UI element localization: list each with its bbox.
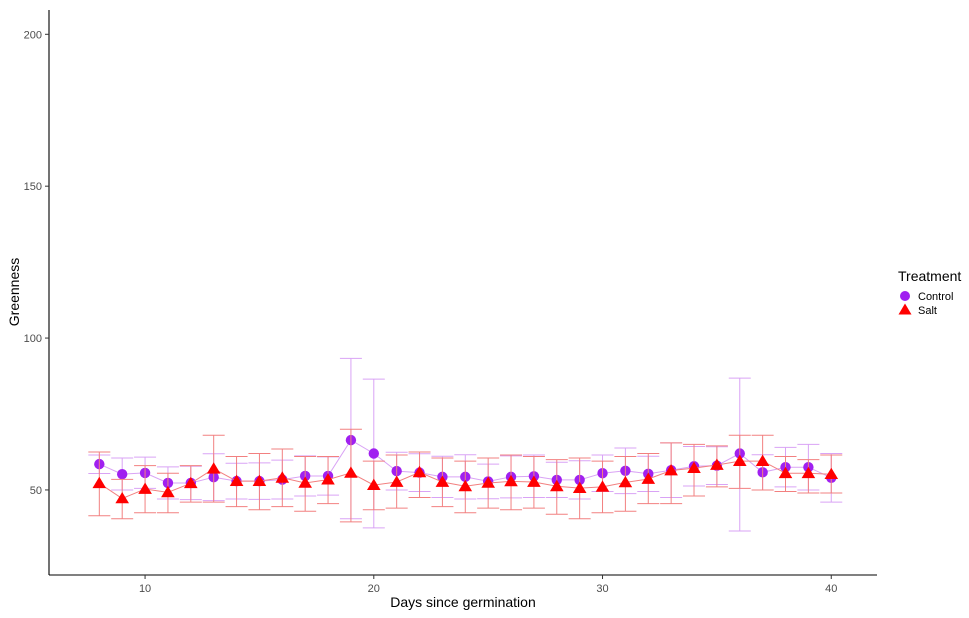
legend-label-salt: Salt [918, 305, 937, 317]
data-point-salt [344, 466, 358, 478]
legend-title: Treatment [898, 268, 961, 284]
data-point-salt [161, 485, 175, 498]
y-tick-label: 150 [24, 181, 42, 193]
legend: Treatment Control Salt [898, 268, 961, 317]
data-point-salt [778, 466, 793, 479]
data-point-control [368, 448, 379, 459]
y-axis-ticks: 50 100 150 200 [24, 29, 49, 497]
data-point-salt [138, 482, 152, 494]
data-point-salt [755, 454, 770, 466]
data-point-salt [412, 465, 427, 478]
series-salt [88, 428, 843, 523]
data-point-salt [481, 476, 495, 488]
data-point-salt [275, 471, 290, 483]
data-point-salt [367, 478, 381, 490]
data-point-salt [687, 461, 701, 473]
y-axis-title: Greenness [6, 258, 22, 326]
plot-area [88, 357, 843, 532]
data-point-salt [595, 480, 610, 492]
data-point-salt [641, 472, 656, 484]
legend-label-control: Control [918, 291, 953, 303]
data-point-salt [298, 476, 312, 488]
data-point-salt [206, 462, 221, 474]
data-point-salt [92, 476, 107, 489]
data-point-salt [572, 481, 587, 493]
x-tick-label: 30 [596, 583, 608, 595]
data-point-salt [710, 458, 724, 470]
data-point-salt [527, 475, 541, 487]
y-tick-label: 50 [30, 485, 42, 497]
data-point-salt [550, 479, 564, 492]
data-point-salt [229, 474, 244, 486]
x-axis-ticks: 10 20 30 40 [139, 575, 837, 595]
data-point-salt [504, 474, 518, 487]
data-point-salt [389, 475, 404, 487]
legend-key-control [900, 291, 910, 301]
x-tick-label: 40 [825, 583, 837, 595]
data-point-salt [252, 474, 267, 486]
y-tick-label: 100 [24, 333, 42, 345]
data-point-salt [458, 479, 473, 492]
data-point-salt [664, 464, 678, 476]
y-tick-label: 200 [24, 29, 42, 41]
legend-key-salt [898, 303, 912, 315]
x-axis-title: Days since germination [390, 594, 536, 610]
data-point-salt [733, 454, 747, 466]
data-point-salt [801, 466, 816, 479]
data-point-salt [115, 492, 129, 504]
data-point-salt [618, 475, 633, 488]
data-point-control [116, 468, 128, 480]
data-point-salt [321, 473, 335, 485]
data-point-salt [435, 475, 450, 487]
data-point-salt [824, 467, 839, 479]
x-tick-label: 20 [368, 583, 380, 595]
data-point-salt [184, 476, 198, 489]
x-tick-label: 10 [139, 583, 151, 595]
